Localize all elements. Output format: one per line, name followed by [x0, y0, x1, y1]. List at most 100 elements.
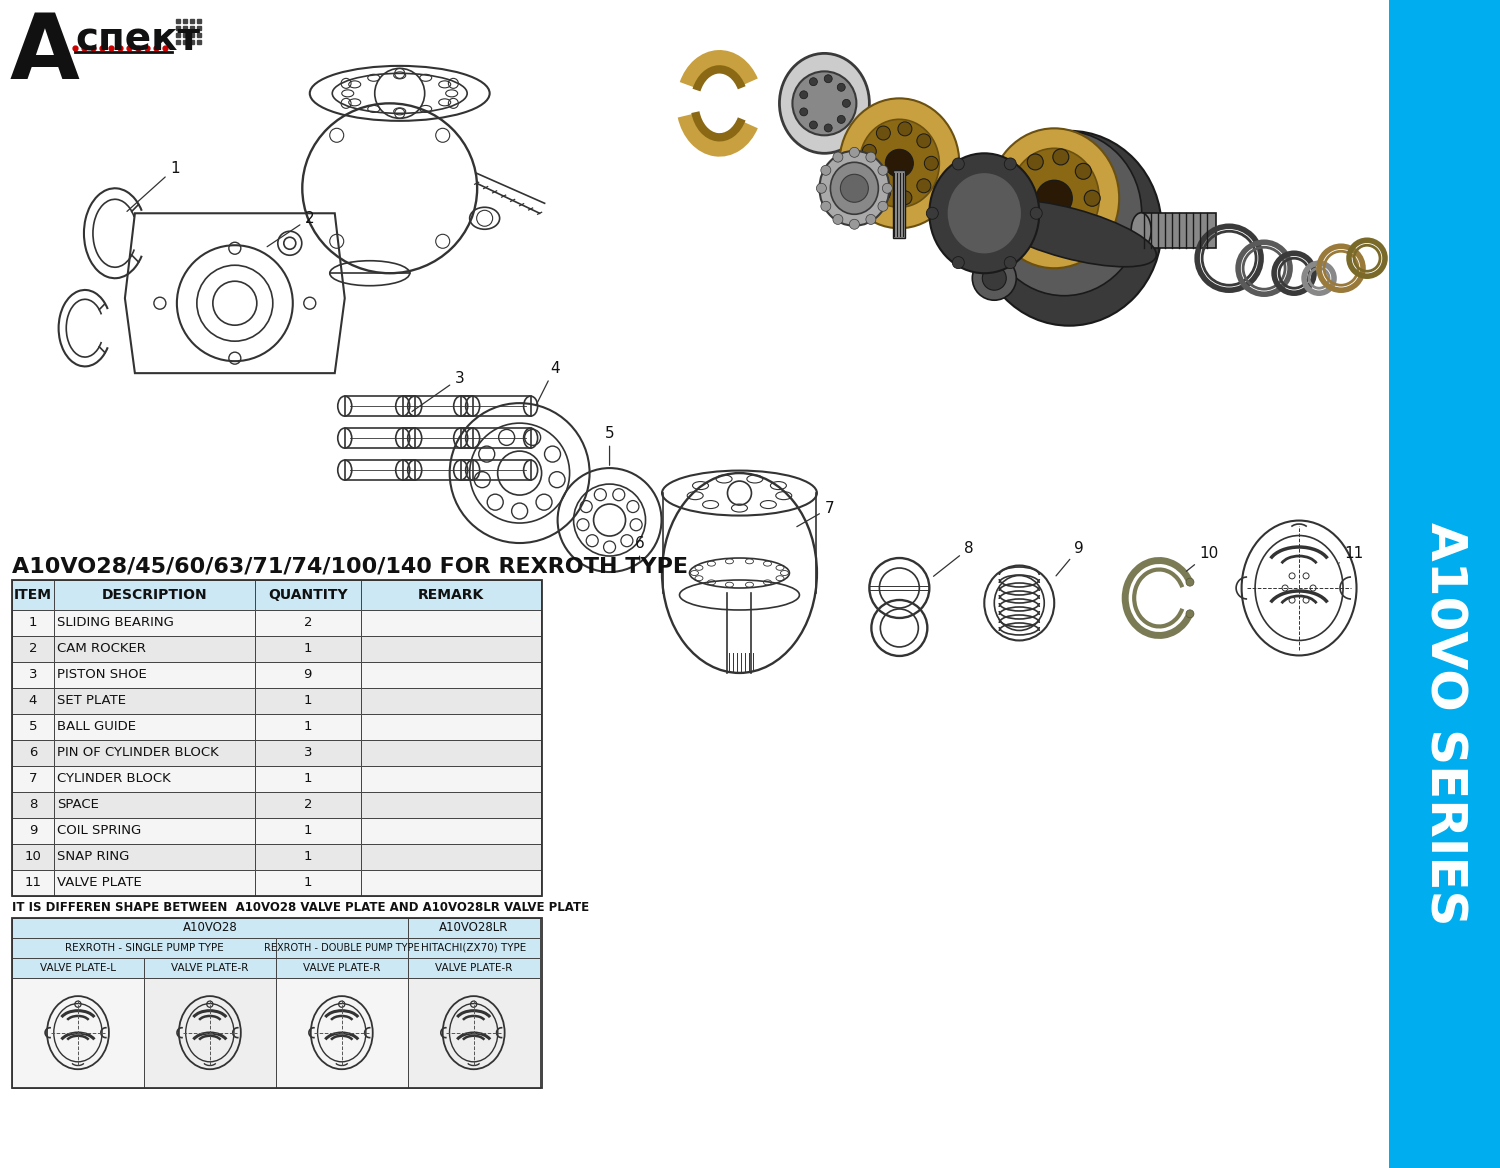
Text: спект: спект	[75, 20, 200, 58]
Circle shape	[810, 121, 818, 128]
Text: VALVE PLATE-L: VALVE PLATE-L	[40, 962, 116, 973]
Bar	[255, 843, 360, 870]
Circle shape	[876, 126, 891, 140]
Bar	[54, 818, 255, 843]
Ellipse shape	[930, 153, 1040, 273]
Text: VALVE PLATE-R: VALVE PLATE-R	[303, 962, 381, 973]
Circle shape	[1053, 231, 1070, 248]
Bar	[360, 792, 540, 818]
Circle shape	[927, 207, 939, 220]
Text: BALL GUIDE: BALL GUIDE	[57, 721, 136, 734]
Ellipse shape	[987, 131, 1142, 296]
Text: VALVE PLATE-R: VALVE PLATE-R	[171, 962, 249, 973]
Ellipse shape	[990, 128, 1119, 269]
Text: IT IS DIFFEREN SHAPE BETWEEN  A10VO28 VALVE PLATE AND A10VO28LR VALVE PLATE: IT IS DIFFEREN SHAPE BETWEEN A10VO28 VAL…	[12, 901, 590, 913]
Text: 2: 2	[267, 210, 315, 246]
Circle shape	[924, 157, 939, 171]
Circle shape	[916, 179, 932, 193]
Bar	[360, 610, 540, 635]
Text: DESCRIPTION: DESCRIPTION	[102, 588, 207, 602]
Bar	[402, 396, 472, 416]
Bar	[12, 580, 542, 896]
Circle shape	[952, 158, 964, 169]
Ellipse shape	[859, 119, 939, 207]
Text: CYLINDER BLOCK: CYLINDER BLOCK	[57, 772, 171, 785]
Text: 11: 11	[1340, 545, 1364, 563]
Circle shape	[843, 99, 850, 107]
Text: REMARK: REMARK	[417, 588, 484, 602]
Bar	[255, 766, 360, 792]
Circle shape	[1030, 207, 1042, 220]
Circle shape	[837, 83, 844, 91]
Bar	[360, 714, 540, 739]
Bar	[255, 662, 360, 688]
Text: 10: 10	[24, 850, 42, 863]
Ellipse shape	[946, 173, 1022, 255]
Circle shape	[876, 187, 891, 201]
Bar	[12, 818, 54, 843]
Bar	[54, 792, 255, 818]
Ellipse shape	[1010, 148, 1100, 249]
Bar	[402, 460, 472, 480]
Bar	[408, 938, 540, 958]
Circle shape	[1028, 154, 1042, 169]
Bar	[255, 635, 360, 662]
Text: 7: 7	[796, 501, 834, 527]
Circle shape	[1011, 204, 1026, 221]
Text: 1: 1	[28, 617, 38, 630]
Circle shape	[1186, 578, 1194, 586]
Circle shape	[821, 201, 831, 211]
Text: 3: 3	[28, 668, 38, 681]
Text: SNAP RING: SNAP RING	[57, 850, 129, 863]
Circle shape	[898, 190, 912, 204]
Text: 9: 9	[1056, 541, 1084, 576]
Circle shape	[862, 168, 876, 182]
Circle shape	[840, 174, 868, 202]
Bar	[276, 958, 408, 978]
Circle shape	[952, 257, 964, 269]
Ellipse shape	[982, 200, 1156, 266]
Text: 9: 9	[28, 825, 38, 837]
Bar	[276, 938, 408, 958]
Bar	[255, 714, 360, 739]
Bar	[54, 610, 255, 635]
Text: A10VO28: A10VO28	[183, 922, 237, 934]
Text: CAM ROCKER: CAM ROCKER	[57, 642, 146, 655]
Text: 4: 4	[536, 361, 560, 405]
Bar	[255, 610, 360, 635]
Bar	[460, 429, 531, 449]
Bar	[360, 580, 540, 610]
Bar	[12, 918, 408, 938]
Bar	[12, 739, 54, 766]
Bar	[360, 635, 540, 662]
Bar	[255, 739, 360, 766]
Text: 8: 8	[933, 541, 974, 576]
Bar	[402, 429, 472, 449]
Circle shape	[792, 71, 856, 135]
Text: VALVE PLATE-R: VALVE PLATE-R	[435, 962, 513, 973]
Bar	[360, 818, 540, 843]
Text: PISTON SHOE: PISTON SHOE	[57, 668, 147, 681]
Text: 6: 6	[28, 746, 38, 759]
Ellipse shape	[831, 162, 879, 214]
Circle shape	[816, 183, 827, 193]
Text: VALVE PLATE: VALVE PLATE	[57, 876, 141, 889]
Circle shape	[1076, 164, 1092, 180]
Ellipse shape	[840, 98, 960, 228]
Bar	[255, 580, 360, 610]
Text: SPACE: SPACE	[57, 799, 99, 812]
Text: 10: 10	[1186, 545, 1219, 571]
Circle shape	[849, 220, 859, 229]
Bar	[54, 739, 255, 766]
Bar	[360, 662, 540, 688]
Text: 1: 1	[303, 695, 312, 708]
Text: 8: 8	[28, 799, 38, 812]
Bar	[54, 843, 255, 870]
Text: SLIDING BEARING: SLIDING BEARING	[57, 617, 174, 630]
Circle shape	[1084, 190, 1100, 207]
Text: 3: 3	[303, 746, 312, 759]
Bar	[12, 662, 54, 688]
Bar	[345, 396, 414, 416]
Text: 1: 1	[303, 876, 312, 889]
Text: 2: 2	[303, 617, 312, 630]
